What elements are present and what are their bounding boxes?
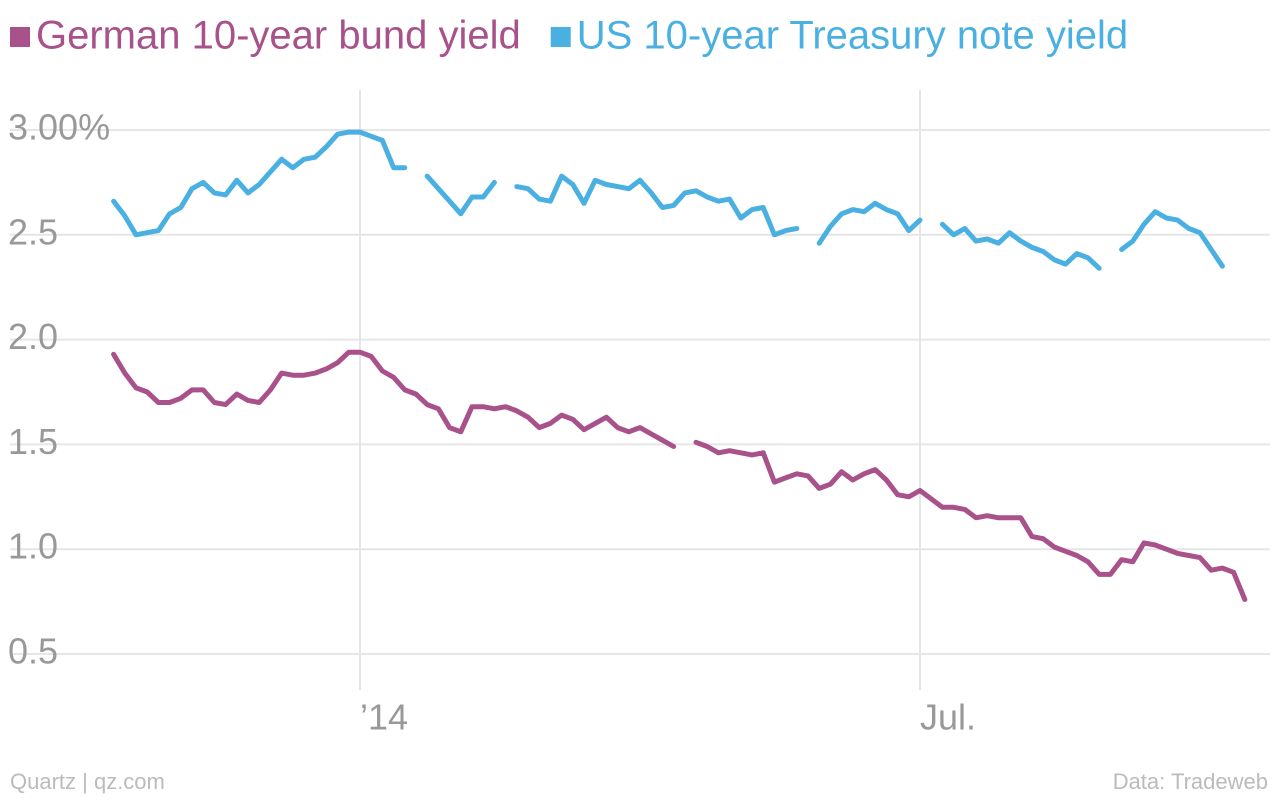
y-tick-label: 2.5: [8, 211, 58, 252]
x-tick-label: ’14: [360, 697, 408, 738]
series-line: [111, 349, 1248, 602]
y-tick-label: 1.0: [8, 526, 58, 567]
y-tick-label: 1.5: [8, 421, 58, 462]
y-tick-label: 2.0: [8, 316, 58, 357]
legend-swatch: [550, 27, 571, 47]
legend-label: US 10-year Treasury note yield: [577, 14, 1128, 58]
y-tick-label: 0.5: [8, 631, 58, 672]
credit: Data: Tradeweb: [1113, 769, 1268, 794]
source: Quartz | qz.com: [10, 769, 165, 794]
y-tick-label: 3.00%: [8, 106, 110, 147]
x-tick-label: Jul.: [920, 697, 976, 738]
series-line: [114, 132, 1245, 308]
legend-label: German 10-year bund yield: [36, 14, 521, 58]
legend-swatch: [10, 27, 30, 47]
